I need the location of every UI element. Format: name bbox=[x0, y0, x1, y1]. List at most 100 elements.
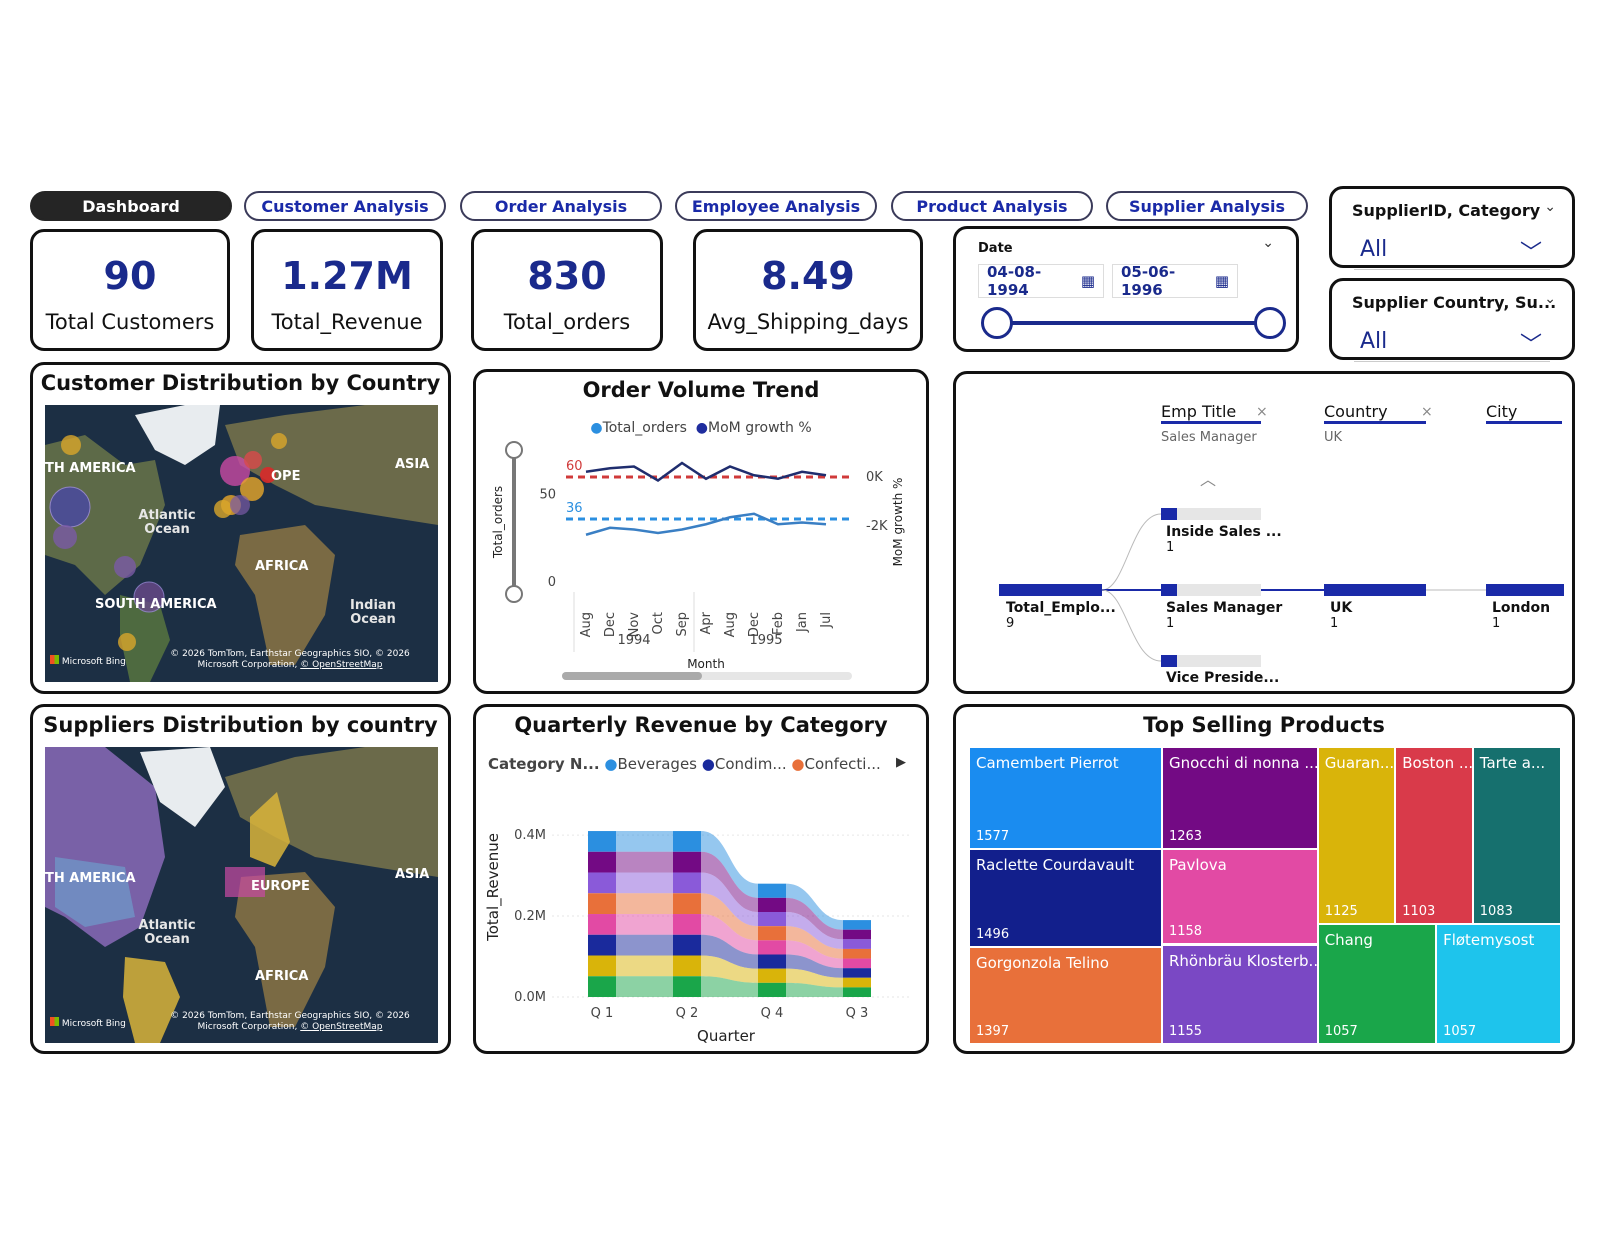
panel-title: Customer Distribution by Country bbox=[40, 371, 441, 395]
tree-node-value: 1 bbox=[1330, 616, 1339, 631]
tree-field-emp-title[interactable]: Emp Title bbox=[1161, 402, 1261, 424]
chevron-up-icon[interactable]: ︿ bbox=[1200, 470, 1217, 489]
ribbon-segment bbox=[588, 976, 616, 997]
treemap-tile-label: Guaran... bbox=[1324, 754, 1395, 772]
zoom-handle[interactable] bbox=[505, 585, 523, 603]
map-label-atlantic-ocean: Atlantic Ocean bbox=[138, 508, 196, 537]
quarterly-revenue-panel: Quarterly Revenue by Category Category N… bbox=[473, 704, 929, 1054]
map-credit-text: © 2026 TomTom, Earthstar Geographics SIO… bbox=[170, 1011, 410, 1032]
x-year-label: 1994 bbox=[617, 633, 650, 648]
ribbon-flow bbox=[616, 955, 673, 977]
date-start-value: 04-08-1994 bbox=[987, 263, 1042, 299]
chevron-down-icon[interactable]: ⌄ bbox=[1544, 199, 1556, 215]
treemap-tile[interactable]: Gnocchi di nonna ... 1263 bbox=[1161, 747, 1318, 850]
tree-node-value: 1 bbox=[1492, 616, 1501, 631]
tree-bar-uk[interactable] bbox=[1324, 584, 1426, 596]
y2-axis-label: MoM growth % bbox=[891, 478, 905, 567]
chevron-down-icon[interactable]: ⌄ bbox=[1262, 235, 1274, 251]
slicer-supplier-country[interactable]: Supplier Country, Su... ⌄ All ﹀ bbox=[1329, 278, 1575, 362]
chevron-down-icon[interactable]: ⌄ bbox=[1544, 291, 1556, 307]
ribbon-segment bbox=[843, 977, 871, 988]
ribbon-segment bbox=[588, 955, 616, 977]
panel-title: Quarterly Revenue by Category bbox=[514, 713, 888, 737]
tree-bar-london[interactable] bbox=[1486, 584, 1564, 596]
legend-next-icon[interactable]: ▶ bbox=[896, 755, 906, 770]
customer-map-panel: Customer Distribution by Country TH AMER… bbox=[30, 362, 451, 694]
tree-node-label: UK bbox=[1330, 600, 1353, 616]
date-start-input[interactable]: 04-08-1994 ▦ bbox=[978, 263, 1104, 299]
treemap-tile[interactable]: Raclette Courdavault 1496 bbox=[969, 849, 1162, 948]
tree-node-value: 9 bbox=[1006, 616, 1015, 631]
treemap-tile-value: 1125 bbox=[1324, 904, 1358, 920]
tree-node-value: 1 bbox=[1166, 616, 1175, 631]
slicer-title: Supplier Country, Su... bbox=[1352, 293, 1557, 312]
date-end-input[interactable]: 05-06-1996 ▦ bbox=[1112, 263, 1238, 299]
tab-employee-analysis[interactable]: Employee Analysis bbox=[675, 191, 877, 221]
ribbon-segment bbox=[843, 920, 871, 930]
ribbon-segment bbox=[588, 914, 616, 935]
x-tick-label: Q 4 bbox=[761, 1006, 784, 1021]
ribbon-flow bbox=[701, 851, 758, 912]
kpi-label: Total Customers bbox=[45, 310, 215, 334]
x-tick-label: Q 2 bbox=[676, 1006, 699, 1021]
tab-dashboard[interactable]: Dashboard bbox=[30, 191, 232, 221]
tree-node-label: London bbox=[1492, 600, 1551, 616]
close-icon[interactable]: × bbox=[1421, 404, 1433, 420]
treemap-tile[interactable]: Pavlova 1158 bbox=[1161, 849, 1318, 945]
series-line bbox=[585, 461, 827, 482]
tab-order-analysis[interactable]: Order Analysis bbox=[460, 191, 662, 221]
treemap-tile[interactable]: Guaran... 1125 bbox=[1317, 747, 1396, 925]
treemap-tile[interactable]: Tarte a... 1083 bbox=[1472, 747, 1561, 925]
treemap-tile[interactable]: Boston ... 1103 bbox=[1395, 747, 1473, 925]
tree-bar-root[interactable] bbox=[999, 584, 1102, 596]
y-tick-label: 0.0M bbox=[514, 990, 546, 1005]
chevron-down-icon[interactable]: ﹀ bbox=[1519, 241, 1542, 266]
customer-map[interactable]: TH AMERICA OPE ASIA Atlantic Ocean AFRIC… bbox=[45, 405, 438, 682]
treemap-tile[interactable]: Gorgonzola Telino 1397 bbox=[969, 947, 1162, 1044]
tree-bar-vice-president[interactable] bbox=[1161, 655, 1261, 667]
tab-customer-analysis[interactable]: Customer Analysis bbox=[244, 191, 446, 221]
supplier-map[interactable]: TH AMERICA EUROPE ASIA Atlantic Ocean AF… bbox=[45, 747, 438, 1043]
x-tick-label: Jul bbox=[819, 612, 834, 629]
tree-bar-inside-sales[interactable] bbox=[1161, 508, 1261, 520]
slicer-dropdown[interactable]: All ﹀ bbox=[1354, 229, 1550, 270]
treemap-tile-value: 1155 bbox=[1168, 1023, 1203, 1039]
date-range-handle-start[interactable] bbox=[981, 307, 1013, 339]
treemap-tile-label: Tarte a... bbox=[1479, 754, 1546, 772]
treemap-tile[interactable]: Camembert Pierrot 1577 bbox=[969, 747, 1162, 850]
chevron-down-icon[interactable]: ﹀ bbox=[1519, 333, 1542, 358]
tab-supplier-analysis[interactable]: Supplier Analysis bbox=[1106, 191, 1308, 221]
osm-link[interactable]: © OpenStreetMap bbox=[300, 660, 383, 670]
map-label-africa: AFRICA bbox=[255, 969, 309, 984]
x-tick-label: Sep bbox=[675, 612, 690, 637]
treemap-tile-value: 1397 bbox=[976, 1023, 1010, 1039]
order-volume-chart: Total_orders MoM growth % 0 50 0K -2K 60 36 Aug D… bbox=[491, 441, 905, 680]
panel-title: Top Selling Products bbox=[1143, 713, 1385, 737]
y2-tick-label: -2K bbox=[866, 519, 888, 534]
tab-product-analysis[interactable]: Product Analysis bbox=[891, 191, 1093, 221]
osm-link[interactable]: © OpenStreetMap bbox=[300, 1022, 383, 1032]
ribbon-segment bbox=[758, 883, 786, 898]
slicer-dropdown[interactable]: All ﹀ bbox=[1354, 321, 1550, 362]
map-label-asia: ASIA bbox=[395, 867, 430, 882]
calendar-icon[interactable]: ▦ bbox=[1214, 272, 1229, 290]
x-axis-label: Month bbox=[687, 657, 725, 671]
tree-bar-sales-manager[interactable] bbox=[1161, 584, 1261, 596]
close-icon[interactable]: × bbox=[1256, 404, 1268, 420]
ribbon-flow bbox=[616, 872, 673, 894]
tree-field-country[interactable]: Country bbox=[1324, 402, 1426, 424]
x-tick-label: Oct bbox=[651, 612, 666, 634]
calendar-icon[interactable]: ▦ bbox=[1080, 272, 1095, 290]
ribbon-flow bbox=[701, 955, 758, 983]
treemap-tile[interactable]: Fløtemysost 1057 bbox=[1436, 924, 1561, 1044]
tree-field-city[interactable]: City bbox=[1486, 402, 1562, 424]
treemap-tile[interactable]: Chang 1057 bbox=[1317, 924, 1437, 1044]
date-range-handle-end[interactable] bbox=[1254, 307, 1286, 339]
date-range-track bbox=[998, 321, 1272, 325]
chart-legend: ●Total_orders ●MoM growth % bbox=[590, 420, 812, 436]
x-scrollbar-thumb[interactable] bbox=[562, 672, 702, 680]
treemap-tile[interactable]: Rhönbräu Klosterb... 1155 bbox=[1161, 944, 1318, 1044]
zoom-handle[interactable] bbox=[505, 441, 523, 459]
slicer-supplier-category[interactable]: SupplierID, Category ⌄ All ﹀ bbox=[1329, 186, 1575, 270]
x-tick-label: Aug bbox=[723, 612, 738, 637]
